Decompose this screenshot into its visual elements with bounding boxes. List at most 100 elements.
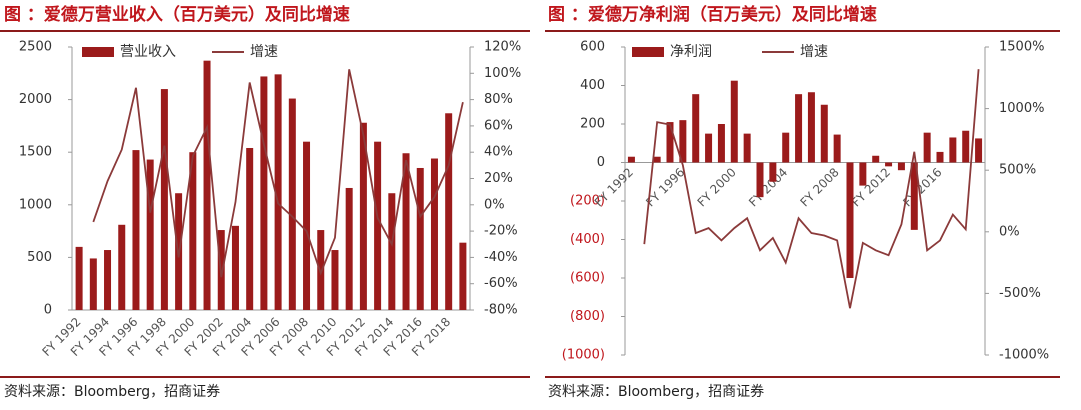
legend-label: 营业收入 [120,44,176,60]
bar [666,122,674,163]
bar [388,193,396,310]
bar [189,152,197,310]
y-tick-label: (600) [570,271,605,286]
y2-tick-label: -40% [484,250,518,265]
legend-label: 净利润 [670,44,712,60]
bar [374,141,382,310]
x-tick-label: FY 2004 [746,165,790,209]
bar [743,133,751,163]
bar [288,98,296,310]
growth-line [643,69,980,309]
y-tick-label: 2000 [19,92,52,107]
bar [795,94,803,163]
y2-tick-label: 40% [484,145,513,160]
y2-tick-label: 80% [484,92,513,107]
y2-tick-label: -1000% [999,348,1049,363]
y-tick-label: 600 [580,40,605,55]
y-tick-label: 1500 [19,145,52,160]
bar [872,155,880,163]
legend-label: 增速 [250,44,278,60]
y-tick-label: 200 [580,117,605,132]
bar [936,151,944,163]
y2-tick-label: -500% [999,286,1041,301]
bar [627,156,635,163]
y2-tick-label: 100% [484,66,521,81]
bar [782,132,790,163]
bar [317,230,325,310]
bar [692,94,700,163]
bar [923,132,931,163]
bar [717,124,725,163]
y-tick-label: 0 [597,155,605,170]
bar [89,258,97,310]
y2-tick-label: -80% [484,303,518,318]
bar [756,162,764,198]
bar [885,162,893,167]
y-tick-label: 2500 [19,40,52,55]
chart-title: 图 ：爱德万营业收入（百万美元）及同比增速 [4,4,350,25]
legend-label: 增速 [800,44,828,60]
bar [949,137,957,163]
bar [653,156,661,163]
y2-tick-label: -60% [484,276,518,291]
bar [75,246,83,310]
bar [303,141,311,310]
bar [833,134,841,163]
y-tick-label: (200) [570,194,605,209]
y-tick-label: (400) [570,232,605,247]
legend-swatch [632,47,664,57]
bar [331,250,339,310]
bar [459,242,467,310]
bar [118,224,126,310]
x-tick-label: FY 2012 [849,165,893,209]
bar [246,147,254,310]
bar [679,120,687,163]
bar [846,162,854,278]
bar [160,89,168,310]
y-tick-label: 1000 [19,197,52,212]
bar [962,130,970,163]
bar [359,122,367,310]
y2-tick-label: 1500% [999,40,1044,55]
y-tick-label: 0 [44,303,52,318]
legend-swatch [82,47,114,57]
bar [430,158,438,310]
growth-line [92,69,464,278]
y-tick-label: 400 [580,78,605,93]
y2-tick-label: 0% [484,197,505,212]
bar [203,60,211,311]
bar [910,162,918,230]
y2-tick-label: 120% [484,40,521,55]
bar [132,150,140,310]
y2-tick-label: 20% [484,171,513,186]
bar [820,104,828,163]
y2-tick-label: -20% [484,224,518,239]
bar [859,162,867,186]
source-note: 资料来源：Bloomberg，招商证券 [548,384,764,400]
y2-tick-label: 1000% [999,101,1044,116]
bar [975,138,983,163]
bar [730,80,738,163]
bar [345,187,353,310]
y-tick-label: (800) [570,309,605,324]
y2-tick-label: 60% [484,118,513,133]
chart-title: 图 ：爱德万净利润（百万美元）及同比增速 [548,4,877,25]
bar [807,92,815,163]
bar [445,113,453,310]
bar [146,159,154,310]
y2-tick-label: 500% [999,163,1036,178]
bar [705,133,713,163]
bar [416,167,424,310]
bar [260,76,268,311]
y2-tick-label: 0% [999,224,1020,239]
x-tick-label: FY 2008 [797,165,841,209]
bar [274,74,282,311]
y-tick-label: (1000) [562,348,605,363]
x-tick-label: FY 2000 [695,165,739,209]
bar [231,225,239,310]
y-tick-label: 500 [27,250,52,265]
x-tick-label: FY 1992 [592,165,636,209]
bar [769,162,777,182]
x-tick-label: FY 2016 [900,165,944,209]
